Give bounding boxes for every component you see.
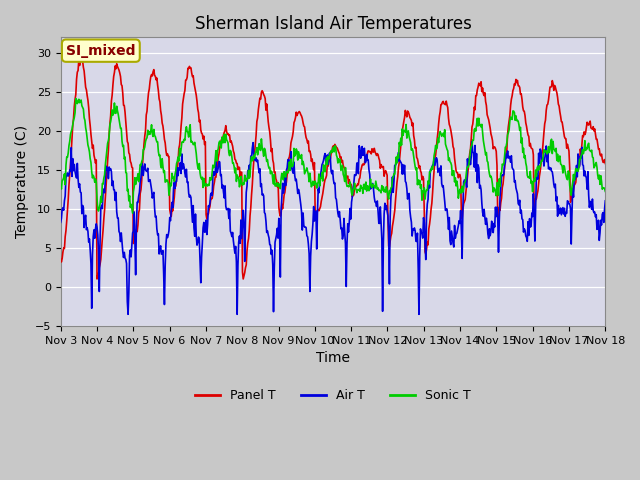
Title: Sherman Island Air Temperatures: Sherman Island Air Temperatures (195, 15, 472, 33)
Legend: Panel T, Air T, Sonic T: Panel T, Air T, Sonic T (190, 384, 476, 407)
Y-axis label: Temperature (C): Temperature (C) (15, 125, 29, 238)
X-axis label: Time: Time (316, 351, 350, 365)
Text: SI_mixed: SI_mixed (66, 44, 136, 58)
